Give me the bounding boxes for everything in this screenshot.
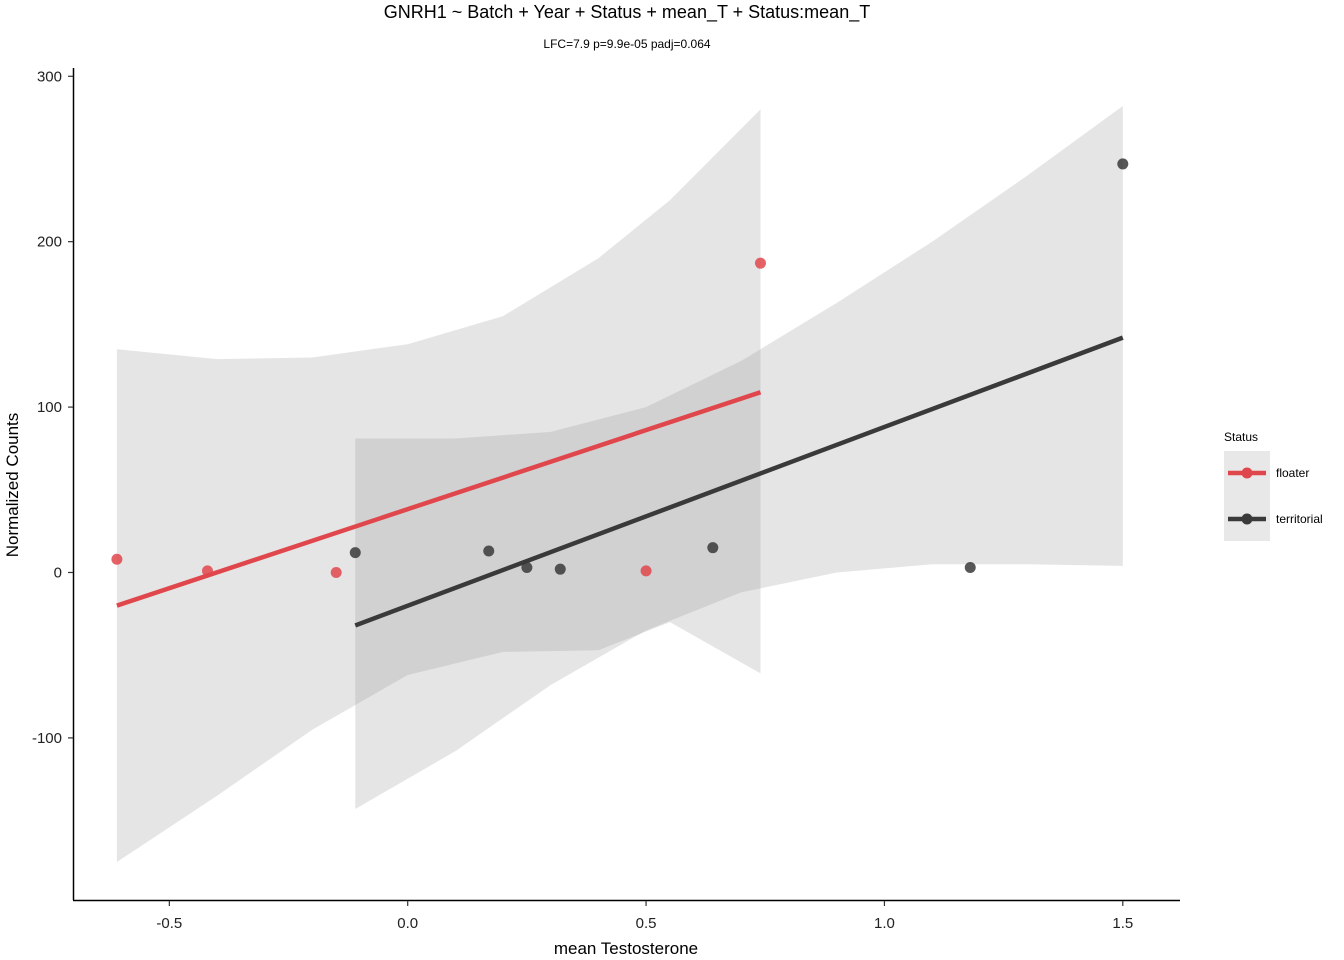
fit-line-territorial (354, 335, 1124, 628)
y-tick-label: 200 (37, 234, 62, 251)
data-points (111, 158, 1129, 578)
y-tick-label: 300 (37, 68, 62, 85)
point-floater-2 (201, 565, 213, 577)
point-territorial-5 (707, 542, 719, 554)
legend-label-territorial: territorial (1276, 512, 1323, 526)
point-territorial-3 (521, 562, 533, 574)
legend: Status floater territorial (1224, 430, 1323, 541)
confidence-ribbons (116, 106, 1123, 862)
y-axis-ticks: -100 0 100 200 300 (32, 68, 73, 747)
x-tick-label: 0.0 (397, 915, 418, 932)
point-floater-3 (330, 566, 342, 578)
legend-key-background (1224, 451, 1270, 541)
fit-line-floater (116, 390, 762, 608)
x-tick-label: 1.5 (1112, 915, 1133, 932)
point-territorial-6 (964, 562, 976, 574)
legend-label-floater: floater (1276, 466, 1309, 480)
y-tick-label: 100 (37, 399, 62, 416)
x-axis-title: mean Testosterone (554, 939, 698, 958)
point-territorial-4 (554, 563, 566, 575)
point-floater-1 (111, 553, 123, 565)
x-tick-label: 0.5 (636, 915, 657, 932)
legend-point-territorial (1241, 513, 1253, 525)
chart-title: GNRH1 ~ Batch + Year + Status + mean_T +… (384, 2, 870, 23)
y-axis-title: Normalized Counts (3, 413, 22, 558)
chart-subtitle: LFC=7.9 p=9.9e-05 padj=0.064 (543, 37, 710, 51)
ribbon-territorial (355, 106, 1123, 809)
y-tick-label: -100 (32, 730, 62, 747)
point-territorial-1 (349, 547, 361, 559)
legend-point-floater (1241, 467, 1253, 479)
legend-entries: floater territorial (1228, 466, 1323, 526)
y-tick-label: 0 (54, 564, 62, 581)
point-territorial-7 (1117, 158, 1129, 170)
point-floater-4 (640, 565, 652, 577)
point-territorial-2 (483, 545, 495, 557)
point-floater-5 (754, 257, 766, 269)
legend-title: Status (1224, 430, 1258, 444)
x-tick-label: -0.5 (156, 915, 182, 932)
ribbon-floater (116, 109, 761, 862)
x-tick-label: 1.0 (874, 915, 895, 932)
x-axis-ticks: -0.5 0.0 0.5 1.0 1.5 (156, 901, 1133, 932)
fit-lines (116, 335, 1124, 628)
